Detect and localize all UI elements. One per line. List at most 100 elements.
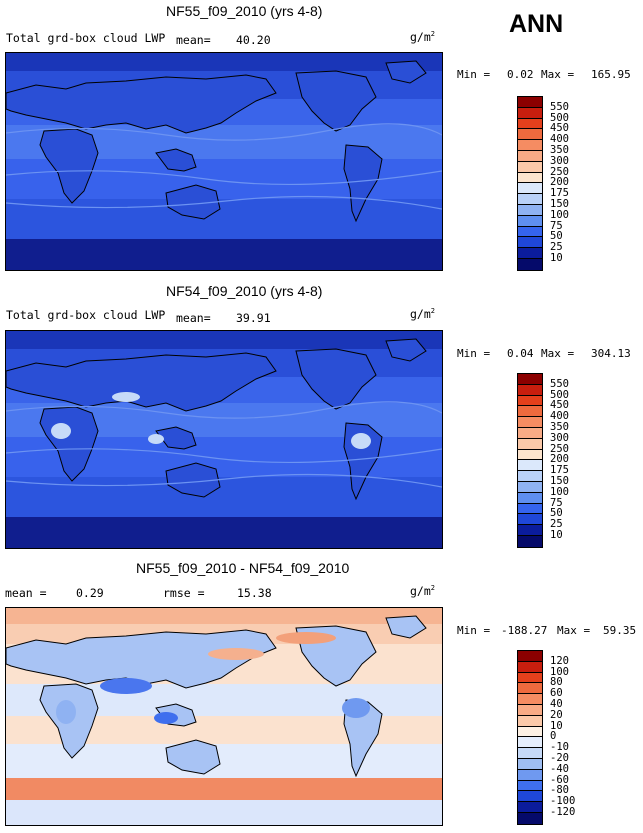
panel1-title: NF55_f09_2010 (yrs 4-8): [166, 3, 323, 19]
colorbar-swatch: [518, 694, 542, 705]
panel1-map: [5, 52, 443, 271]
colorbar-tick-label: -100: [550, 795, 576, 808]
panel2-min-label: Min =: [457, 347, 491, 360]
colorbar-swatch: [518, 374, 542, 385]
panel2-contour-lines: [6, 401, 442, 488]
panel2-variable: Total grd-box cloud LWP: [6, 308, 166, 322]
colorbar-swatch: [518, 748, 542, 759]
colorbar-tick-label: -20: [550, 752, 569, 764]
panel2-min-value: 0.04: [507, 347, 534, 360]
colorbar-tick-label: 10: [550, 252, 563, 264]
panel3-min-value: -188.27: [501, 624, 548, 637]
panel3-max-label: Max =: [557, 624, 591, 637]
panel3-rmse-value: 15.38: [237, 586, 272, 600]
colorbar-swatch: [518, 150, 542, 162]
panel3-map: [5, 607, 443, 826]
colorbar-swatch: [518, 769, 542, 781]
panel3-southern-ocean-band: [6, 778, 442, 800]
panel2-high-lwp-patches: [51, 392, 371, 449]
colorbar-swatch: [518, 672, 542, 684]
colorbar-swatch: [518, 449, 542, 461]
panel3-mean-label: mean =: [5, 586, 47, 600]
colorbar-swatch: [518, 704, 542, 716]
colorbar-swatch: [518, 140, 542, 151]
colorbar-tick-label: 25: [550, 518, 563, 531]
colorbar-swatch: [518, 248, 542, 259]
colorbar-swatch: [518, 204, 542, 216]
panel2-max-value: 304.13: [591, 347, 631, 360]
colorbar-swatch: [518, 726, 542, 738]
panel1-continents: [6, 60, 427, 223]
panel3-map-svg: [6, 608, 442, 825]
panel1-mean-value: 40.20: [236, 33, 271, 47]
colorbar-tick-label: 150: [550, 198, 569, 210]
colorbar-swatch: [518, 758, 542, 770]
panel3-rmse-label: rmse =: [163, 586, 205, 600]
colorbar-swatch: [518, 118, 542, 130]
colorbar-tick-label: 75: [550, 219, 563, 232]
panel1-arctic-band: [6, 53, 442, 71]
panel3-antarctic-band: [6, 800, 442, 825]
colorbar-tick-label: 350: [550, 144, 569, 156]
colorbar-swatch: [518, 471, 542, 482]
colorbar-tick-label: -40: [550, 762, 569, 775]
colorbar-tick-label: 550: [550, 377, 569, 390]
panel3-max-value: 59.35: [603, 624, 637, 637]
season-label: ANN: [509, 10, 564, 38]
colorbar-swatch: [518, 525, 542, 536]
colorbar-tick-label: 100: [550, 485, 569, 498]
panel1-southmid-band: [6, 199, 442, 239]
colorbar-swatch: [518, 492, 542, 504]
colorbar-swatch: [518, 481, 542, 493]
panel3-title: NF55_f09_2010 - NF54_f09_2010: [136, 560, 350, 576]
panel2-max-label: Max =: [541, 347, 575, 360]
colorbar-tick-label: 350: [550, 421, 569, 433]
colorbar-swatch: [518, 683, 542, 695]
colorbar-swatch: [518, 514, 542, 526]
colorbar-swatch: [518, 535, 542, 547]
colorbar-tick-label: 500: [550, 111, 569, 124]
panel3-arctic-band: [6, 608, 442, 624]
colorbar-tick-label: 150: [550, 475, 569, 487]
panel2-mean-value: 39.91: [236, 311, 271, 325]
colorbar-tick-label: 20: [550, 708, 563, 721]
colorbar-tick-label: 500: [550, 388, 569, 401]
panel1-min-label: Min =: [457, 68, 491, 81]
colorbar-tick-label: 300: [550, 431, 569, 444]
colorbar-swatch: [518, 503, 542, 515]
colorbar-tick-label: 120: [550, 654, 569, 667]
colorbar-swatch: [518, 226, 542, 238]
colorbar-tick-label: 50: [550, 230, 563, 243]
panel2-continents: [6, 338, 427, 501]
colorbar-swatch: [518, 427, 542, 439]
colorbar-swatch: [518, 791, 542, 803]
panel1-mean-label: mean=: [176, 33, 211, 47]
colorbar-swatch: [518, 661, 542, 673]
colorbar-tick-label: 100: [550, 665, 569, 678]
panel2-southmid-band: [6, 477, 442, 517]
colorbar-swatch: [518, 129, 542, 141]
colorbar-swatch: [518, 215, 542, 227]
colorbar-swatch: [518, 107, 542, 119]
colorbar-tick-label: 10: [550, 529, 563, 541]
panel1-unit: g/m2: [410, 30, 435, 44]
panel2-map-svg: [6, 331, 442, 548]
colorbar-tick-label: 75: [550, 496, 563, 509]
panel3-colorbar: [517, 650, 543, 825]
panel1-max-label: Max =: [541, 68, 575, 81]
colorbar-tick-label: 400: [550, 133, 569, 146]
colorbar-swatch: [518, 97, 542, 108]
colorbar-swatch: [518, 438, 542, 450]
colorbar-swatch: [518, 812, 542, 824]
colorbar-tick-label: 550: [550, 100, 569, 113]
panel3-mean-value: 0.29: [76, 586, 104, 600]
colorbar-tick-label: 175: [550, 187, 569, 200]
colorbar-swatch: [518, 406, 542, 418]
panel2-map: [5, 330, 443, 549]
colorbar-tick-label: 200: [550, 176, 569, 189]
panel1-contour-lines: [6, 123, 442, 210]
panel1-map-svg: [6, 53, 442, 270]
colorbar-tick-label: -60: [550, 773, 569, 786]
colorbar-tick-label: 40: [550, 698, 563, 710]
colorbar-tick-label: 60: [550, 687, 563, 700]
